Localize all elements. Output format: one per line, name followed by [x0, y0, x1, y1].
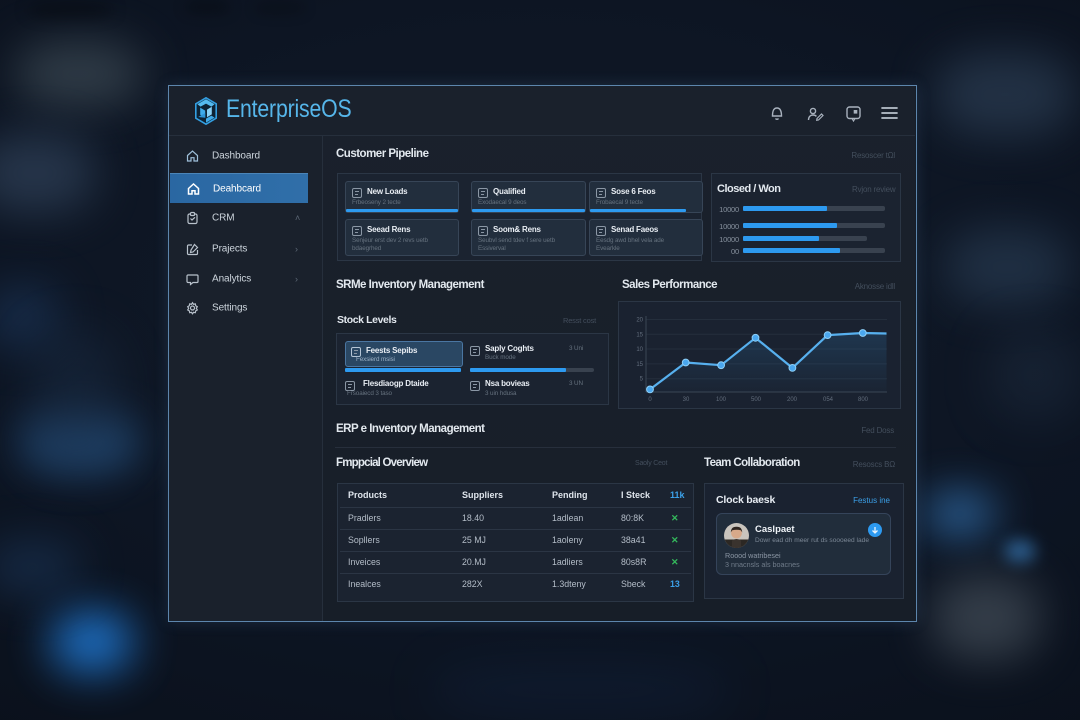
svg-text:0: 0	[648, 397, 652, 403]
svg-text:800: 800	[858, 397, 869, 403]
svg-text:20: 20	[636, 318, 643, 324]
svg-text:054: 054	[823, 397, 834, 403]
svg-text:100: 100	[716, 397, 727, 403]
svg-text:5: 5	[640, 377, 644, 383]
svg-text:10: 10	[636, 347, 643, 353]
svg-text:15: 15	[636, 362, 643, 368]
svg-text:200: 200	[787, 397, 798, 403]
svg-text:500: 500	[751, 397, 762, 403]
svg-text:30: 30	[683, 397, 690, 403]
svg-text:15: 15	[636, 332, 643, 338]
